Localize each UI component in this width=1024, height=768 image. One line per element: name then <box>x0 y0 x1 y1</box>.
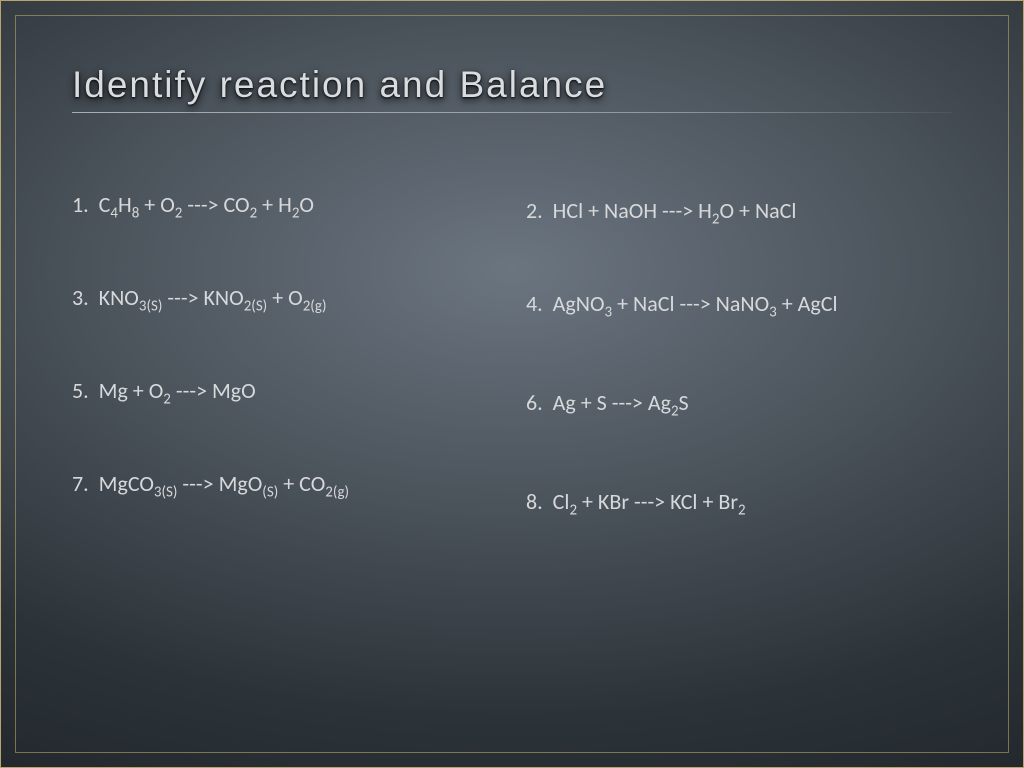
slide-inner-border: Identify reaction and Balance 1. C4H8 + … <box>15 15 1009 753</box>
equation-5: 5. Mg + O2 ---> MgO <box>72 377 498 404</box>
equation-6: 6. Ag + S ---> Ag2S <box>526 383 952 416</box>
equation-3: 3. KNO3(S) ---> KNO2(S) + O2(g) <box>72 284 498 311</box>
equation-column-left: 1. C4H8 + O2 ---> CO2 + H2O 3. KNO3(S) -… <box>72 191 498 515</box>
equation-7: 7. MgCO3(S) ---> MgO(S) + CO2(g) <box>72 470 498 497</box>
equation-2: 2. HCl + NaOH ---> H2O + NaCl <box>526 191 952 224</box>
equation-8: 8. Cl2 + KBr ---> KCl + Br2 <box>526 482 952 515</box>
slide-title: Identify reaction and Balance <box>72 64 952 106</box>
content-grid: 1. C4H8 + O2 ---> CO2 + H2O 3. KNO3(S) -… <box>72 191 952 515</box>
equation-1: 1. C4H8 + O2 ---> CO2 + H2O <box>72 191 498 218</box>
slide-frame: Identify reaction and Balance 1. C4H8 + … <box>0 0 1024 768</box>
equation-4: 4. AgNO3 + NaCl ---> NaNO3 + AgCl <box>526 284 952 317</box>
title-underline <box>72 112 952 113</box>
equation-column-right: 2. HCl + NaOH ---> H2O + NaCl 4. AgNO3 +… <box>526 191 952 515</box>
